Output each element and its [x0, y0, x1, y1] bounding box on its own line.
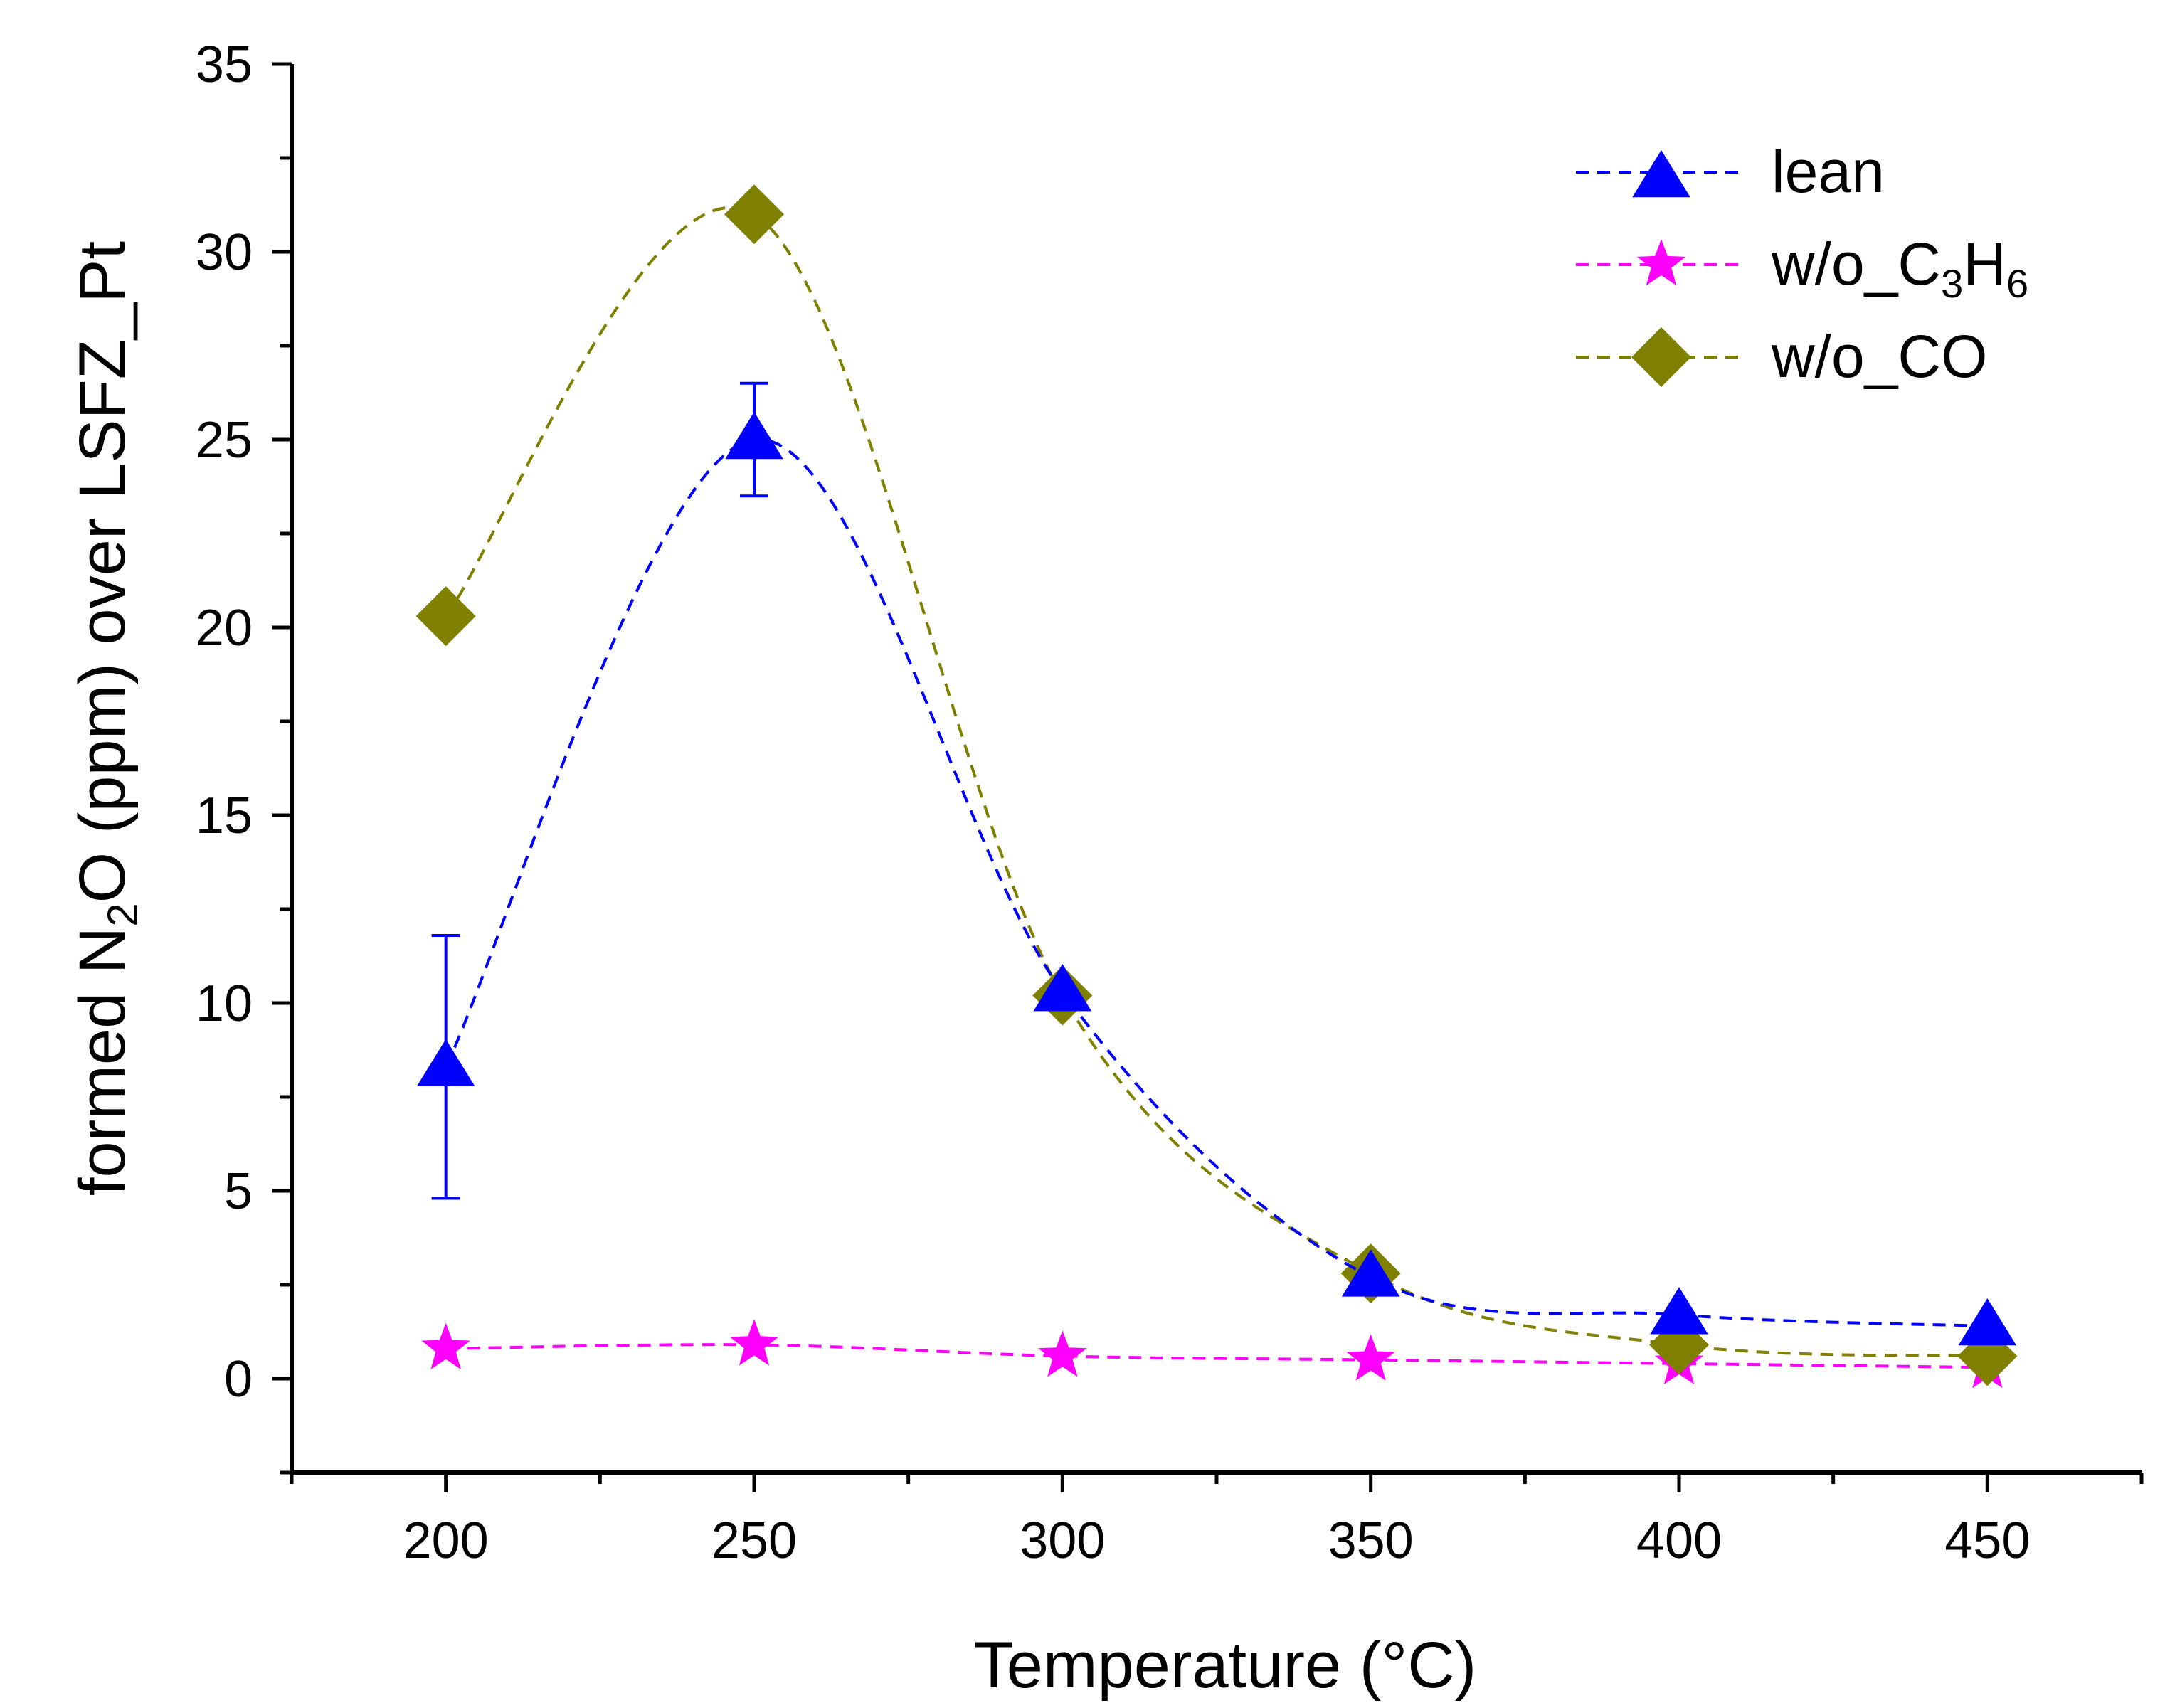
- data-point: [415, 586, 476, 647]
- legend: lean w/o_C3H6 w/o_CO: [1576, 138, 2028, 390]
- data-point: [725, 411, 783, 460]
- legend-label-wo-c3h6-mid: H: [1963, 230, 2006, 297]
- plot-area: [415, 184, 2018, 1389]
- x-tick-label: 450: [1944, 1512, 2030, 1569]
- y-axis-title-prefix: formed N: [66, 927, 139, 1196]
- data-point: [421, 1322, 470, 1369]
- data-point: [1650, 1287, 1708, 1335]
- y-tick-label: 25: [196, 412, 253, 469]
- y-axis: 0 5 10 15 20 25 30 35: [196, 36, 294, 1475]
- y-axis-title: formed N2O (ppm) over LSFZ_Pt: [66, 241, 147, 1196]
- series-line: [445, 1343, 1988, 1369]
- legend-label-lean: lean: [1772, 138, 1885, 205]
- x-tick-label: 400: [1636, 1512, 1722, 1569]
- data-point: [1958, 1298, 2017, 1346]
- y-axis-title-subscript: 2: [99, 903, 147, 926]
- series-0: [416, 381, 2017, 1346]
- y-tick-label: 20: [196, 600, 253, 657]
- data-point: [729, 1319, 779, 1366]
- data-point: [1038, 1330, 1087, 1377]
- x-tick-label: 200: [403, 1512, 489, 1569]
- y-tick-label: 15: [196, 787, 253, 844]
- y-tick-label: 35: [196, 36, 253, 93]
- data-point: [1346, 1334, 1395, 1381]
- legend-marker: [1632, 149, 1690, 198]
- data-point: [1341, 1249, 1400, 1297]
- series-line: [445, 206, 1988, 1358]
- data-point: [416, 1039, 475, 1086]
- legend-label-wo-c3h6-sub1: 3: [1941, 261, 1963, 306]
- series-line: [444, 437, 1988, 1328]
- x-axis: 200 250 300 350 400 450: [290, 1470, 2144, 1569]
- x-tick-label: 350: [1328, 1512, 1414, 1569]
- legend-entry-wo-c3h6: w/o_C3H6: [1576, 230, 2028, 306]
- legend-marker: [1631, 327, 1691, 387]
- axes: 200 250 300 350 400 450 0 5 10 15 20 25 30 35: [196, 36, 2144, 1569]
- x-tick-label: 250: [711, 1512, 797, 1569]
- legend-entry-wo-co: w/o_CO: [1576, 323, 1987, 390]
- x-axis-title: Temperature (°C): [974, 1629, 1477, 1702]
- legend-label-wo-co: w/o_CO: [1771, 323, 1987, 390]
- legend-marker: [1636, 239, 1686, 286]
- legend-label-wo-c3h6-main: w/o_C: [1771, 230, 1941, 297]
- data-point: [1033, 964, 1092, 1012]
- y-tick-label: 30: [196, 224, 253, 281]
- y-tick-label: 5: [224, 1163, 253, 1220]
- series-1: [421, 1319, 2012, 1389]
- legend-label-wo-c3h6-sub2: 6: [2006, 261, 2028, 306]
- legend-label-wo-c3h6: w/o_C3H6: [1771, 230, 2028, 306]
- y-tick-label: 0: [224, 1351, 253, 1408]
- y-axis-title-suffix: O (ppm) over LSFZ_Pt: [66, 241, 139, 903]
- data-point: [724, 184, 784, 245]
- x-tick-label: 300: [1020, 1512, 1105, 1569]
- legend-entry-lean: lean: [1576, 138, 1885, 205]
- y-tick-label: 10: [196, 975, 253, 1032]
